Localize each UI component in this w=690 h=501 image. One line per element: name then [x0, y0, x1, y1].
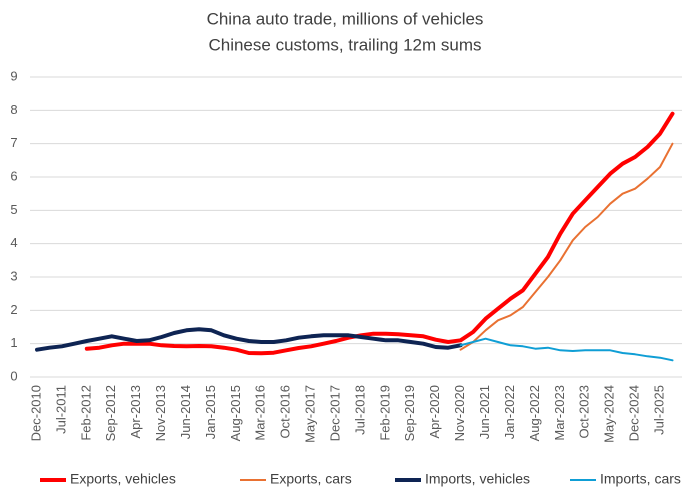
x-tick-label: Mar-2023 — [552, 385, 567, 441]
y-tick-label: 8 — [10, 102, 17, 117]
x-tick-label: May-2024 — [602, 385, 617, 443]
x-tick-label: Jun-2021 — [477, 385, 492, 439]
series-line — [84, 111, 675, 356]
x-tick-label: Aug-2022 — [527, 385, 542, 441]
x-tick-label: Sep-2012 — [103, 385, 118, 441]
y-tick-label: 9 — [10, 68, 17, 83]
x-tick-label: Jan-2015 — [203, 385, 218, 439]
y-tick-label: 1 — [10, 335, 17, 350]
y-tick-label: 5 — [10, 202, 17, 217]
y-tick-label: 3 — [10, 268, 17, 283]
x-tick-label: Feb-2019 — [377, 385, 392, 441]
x-tick-label: Feb-2012 — [78, 385, 93, 441]
x-tick-label: Oct-2016 — [278, 385, 293, 438]
y-tick-label: 6 — [10, 168, 17, 183]
x-tick-label: Apr-2013 — [128, 385, 143, 438]
legend-label: Exports, cars — [270, 471, 352, 487]
x-tick-label: Apr-2020 — [427, 385, 442, 438]
x-tick-label: Jul-2011 — [53, 385, 68, 434]
legend-label: Imports, cars — [600, 471, 681, 487]
legend-label: Exports, vehicles — [70, 471, 176, 487]
x-tick-label: Oct-2023 — [577, 385, 592, 438]
x-tick-label: Dec-2010 — [28, 385, 43, 441]
chart-title: China auto trade, millions of vehicles — [207, 9, 484, 28]
series-line — [459, 142, 674, 351]
x-tick-label: May-2017 — [303, 385, 318, 443]
legend-label: Imports, vehicles — [425, 471, 530, 487]
x-tick-label: Jul-2025 — [651, 385, 666, 435]
chart-subtitle: Chinese customs, trailing 12m sums — [208, 35, 481, 54]
x-tick-label: Jun-2014 — [178, 385, 193, 439]
x-tick-label: Dec-2017 — [327, 385, 342, 441]
y-tick-label: 7 — [10, 135, 17, 150]
series-line — [35, 327, 463, 352]
x-tick-label: Nov-2013 — [153, 385, 168, 441]
x-tick-label: Dec-2024 — [627, 385, 642, 441]
x-tick-label: Jan-2022 — [502, 385, 517, 439]
x-tick-label: Nov-2020 — [452, 385, 467, 441]
series-line — [459, 337, 674, 362]
x-tick-label: Sep-2019 — [402, 385, 417, 441]
y-tick-label: 2 — [10, 302, 17, 317]
x-tick-label: Aug-2015 — [228, 385, 243, 441]
x-tick-label: Jul-2018 — [352, 385, 367, 435]
y-tick-label: 0 — [10, 368, 17, 383]
y-tick-label: 4 — [10, 235, 17, 250]
x-tick-label: Mar-2016 — [253, 385, 268, 441]
